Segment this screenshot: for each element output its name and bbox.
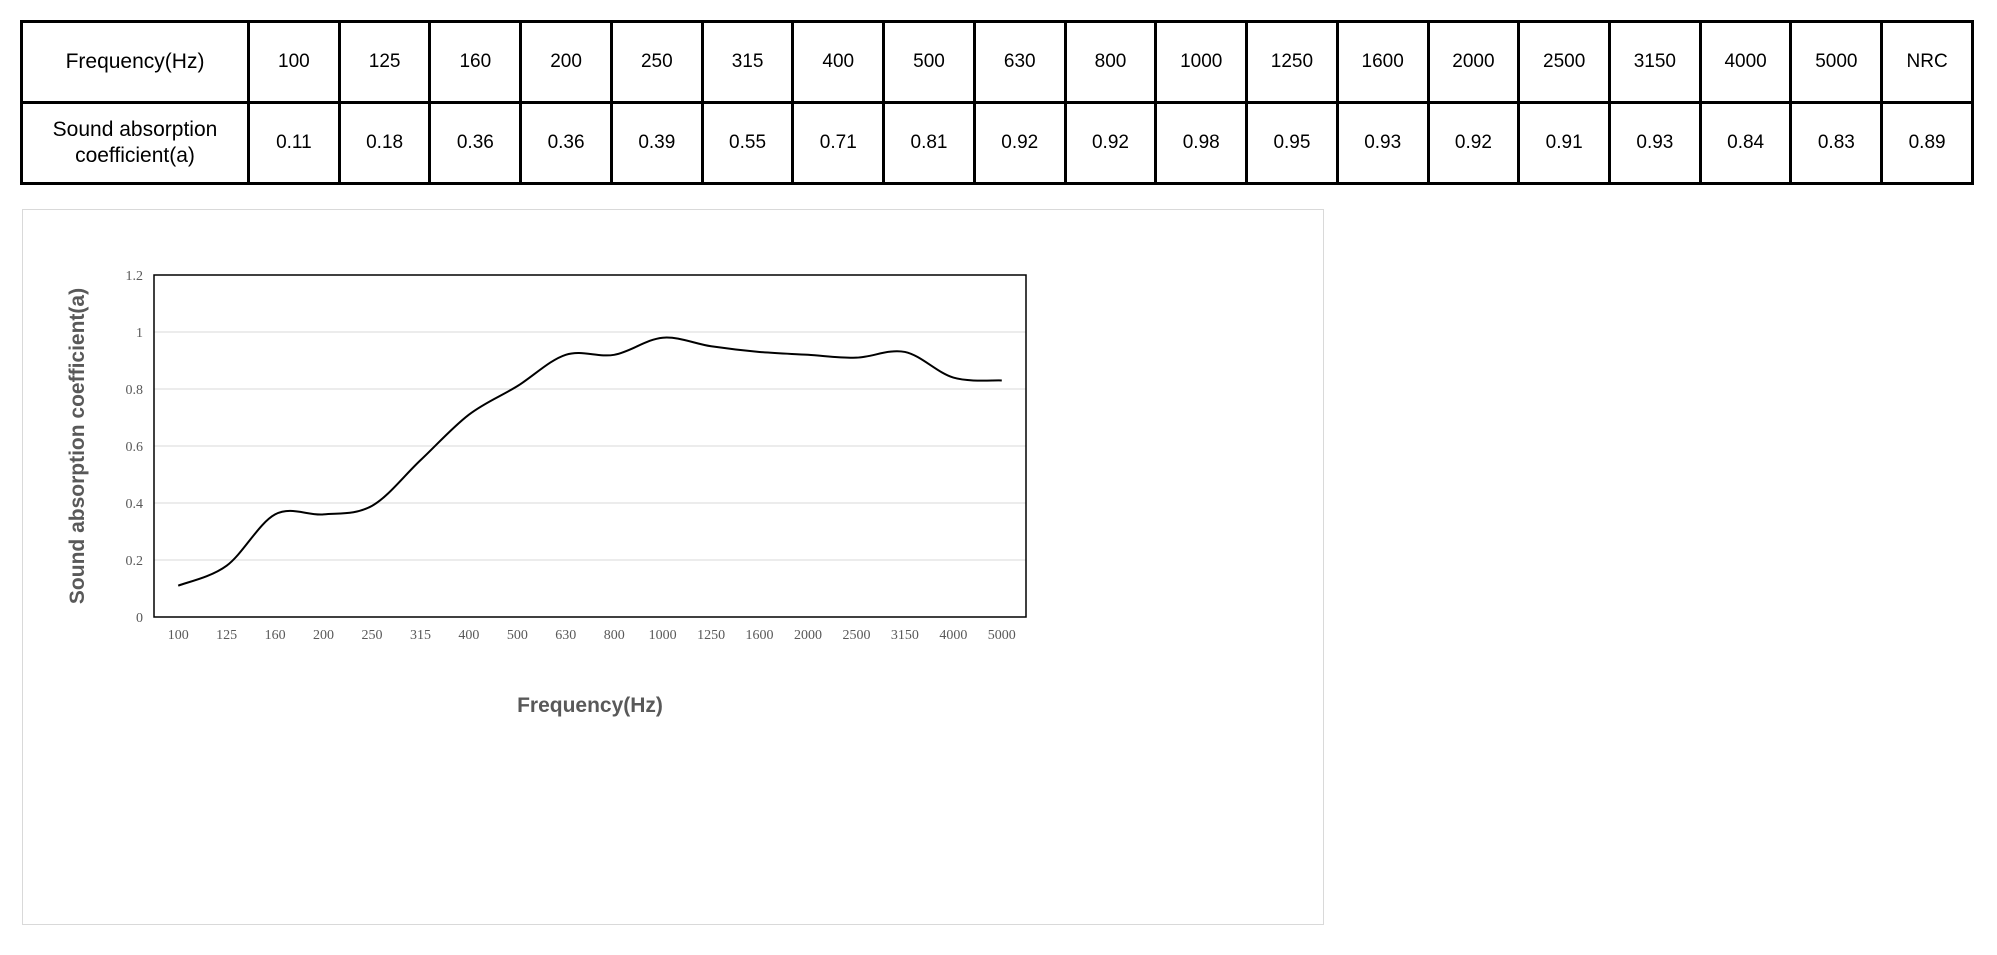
coefficient-cell: 0.91 [1517,101,1612,185]
frequency-cell: 200 [519,20,613,104]
y-tick-label: 0.8 [126,383,144,398]
coefficient-cell: 0.36 [519,101,613,185]
coefficient-cell: 0.92 [1426,101,1521,185]
x-tick-label: 500 [507,628,528,643]
frequency-cell: 2500 [1517,20,1612,104]
gridlines [154,331,1026,561]
frequency-cell: 500 [882,20,976,104]
frequency-cell: 160 [428,20,523,104]
x-tick-label: 160 [265,628,286,643]
coefficient-cell: 0.71 [791,101,886,185]
coefficient-cell: 0.81 [882,101,976,185]
frequency-cell: 1250 [1245,20,1339,104]
y-axis-title: Sound absorption coefficient(a) [66,288,89,604]
line-chart: 0 0.2 0.4 0.6 0.8 1 1.2 100 125 160 200 250 315 400 5… [66,269,1027,717]
y-tick-label: 1 [136,326,143,341]
coefficient-cell: 0.92 [972,101,1067,185]
frequency-cell: 100 [247,20,341,104]
x-tick-label: 800 [604,628,625,643]
x-tick-label: 1600 [746,628,774,643]
coefficient-cell: 0.95 [1245,101,1339,185]
coefficient-cell: 0.39 [609,101,704,185]
y-axis-ticks: 0 0.2 0.4 0.6 0.8 1 1.2 [126,269,144,626]
coefficient-cell: 0.89 [1880,101,1974,185]
x-tick-label: 315 [410,628,431,643]
x-axis-ticks: 100 125 160 200 250 315 400 500 630 800 1000 1250 16… [168,628,1016,643]
frequency-cell: 1000 [1154,20,1249,104]
frequency-cell: 2000 [1426,20,1521,104]
frequency-cell: 4000 [1698,20,1793,104]
frequency-cell: 5000 [1789,20,1884,104]
frequency-cell: 400 [791,20,886,104]
x-tick-label: 100 [168,628,189,643]
x-tick-label: 5000 [988,628,1016,643]
frequency-cell: NRC [1880,20,1974,104]
frequency-cell: 315 [700,20,795,104]
coefficient-cell: 0.83 [1789,101,1884,185]
chart-panel: 0 0.2 0.4 0.6 0.8 1 1.2 100 125 160 200 250 315 400 5… [22,209,1324,925]
plot-area-frame [153,274,1027,618]
frequency-cell: 250 [609,20,704,104]
absorption-table: Frequency(Hz) 100 125 160 200 250 315 400 500 63… [20,20,1974,185]
x-tick-label: 1000 [649,628,677,643]
frequency-cell: 1600 [1335,20,1430,104]
x-tick-label: 3150 [891,628,919,643]
coefficient-cell: 0.55 [700,101,795,185]
y-tick-label: 0.2 [126,554,144,569]
coefficient-cell: 0.93 [1335,101,1430,185]
x-axis-title: Frequency(Hz) [517,694,663,717]
coefficient-row: Sound absorption coefficient(a) 0.11 0.18… [20,101,1974,185]
series-line [177,336,1002,587]
coefficient-cell: 0.18 [337,101,432,185]
x-tick-label: 200 [313,628,334,643]
coefficient-row-header: Sound absorption coefficient(a) [20,101,250,185]
coefficient-cell: 0.93 [1608,101,1702,185]
frequency-cell: 3150 [1608,20,1702,104]
coefficient-cell: 0.84 [1698,101,1793,185]
x-tick-label: 630 [555,628,576,643]
x-tick-label: 250 [362,628,383,643]
x-tick-label: 125 [216,628,237,643]
frequency-cell: 125 [337,20,432,104]
coefficient-cell: 0.98 [1154,101,1249,185]
frequency-row-header: Frequency(Hz) [20,20,250,104]
x-tick-label: 1250 [697,628,725,643]
x-tick-label: 2500 [842,628,870,643]
frequency-cell: 630 [972,20,1067,104]
y-tick-label: 1.2 [126,269,144,284]
x-tick-label: 2000 [794,628,822,643]
x-tick-label: 4000 [939,628,967,643]
coefficient-cell: 0.92 [1063,101,1158,185]
frequency-cell: 800 [1063,20,1158,104]
coefficient-cell: 0.36 [428,101,523,185]
y-tick-label: 0.4 [126,497,144,512]
frequency-row: Frequency(Hz) 100 125 160 200 250 315 400 500 63… [20,20,1974,104]
y-tick-label: 0 [136,611,143,626]
x-tick-label: 400 [458,628,479,643]
y-tick-label: 0.6 [126,440,144,455]
coefficient-cell: 0.11 [247,101,341,185]
